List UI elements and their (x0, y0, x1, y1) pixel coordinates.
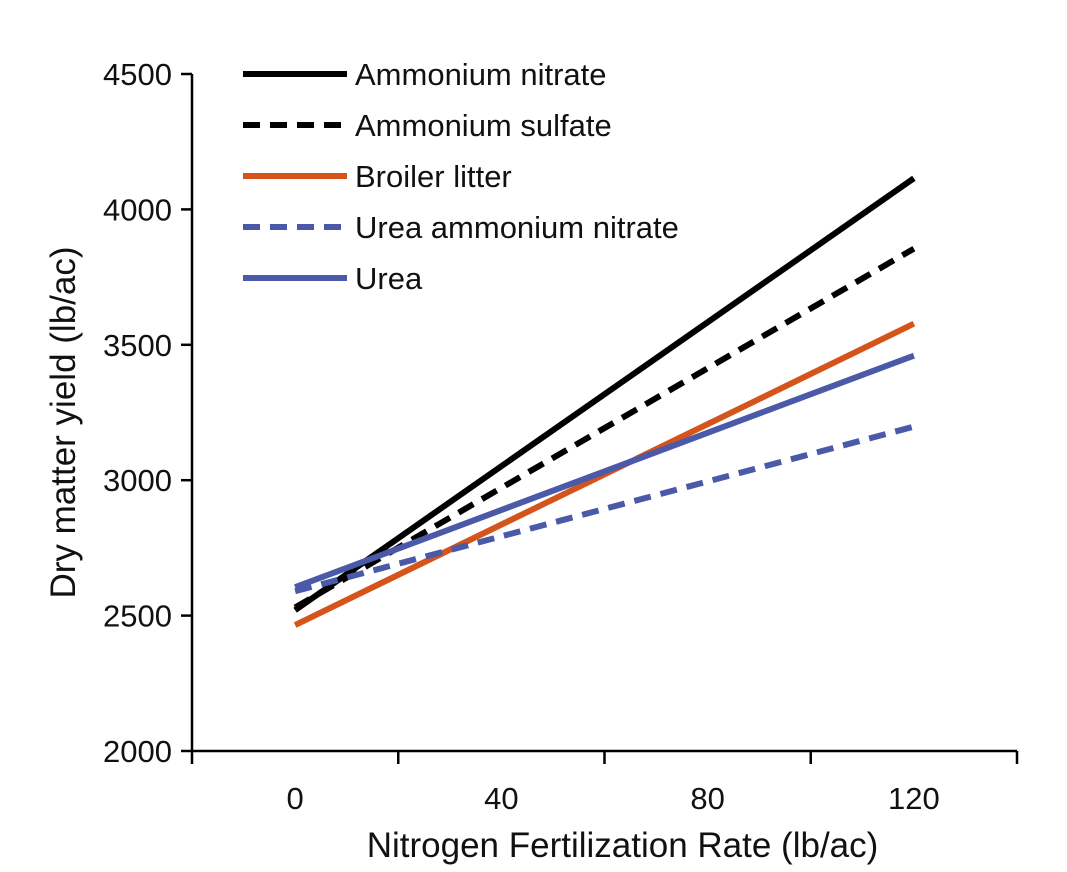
series-line-0 (293, 175, 916, 613)
legend-item: Broiler litter (243, 159, 512, 194)
y-axis-title: Dry matter yield (lb/ac) (44, 246, 83, 598)
x-ticks: 0 40 80 120 (190, 751, 1019, 816)
y-tick-label: 4000 (103, 192, 172, 227)
legend-label: Broiler litter (355, 159, 512, 194)
legend-item: Ammonium sulfate (243, 108, 612, 143)
y-tick-label: 4500 (103, 57, 172, 92)
legend-label: Urea ammonium nitrate (355, 210, 679, 245)
series-line-4 (294, 352, 915, 590)
axes: 2000 2500 3000 3500 4000 4500 0 40 80 120 (103, 57, 1019, 816)
legend-label: Ammonium sulfate (355, 108, 612, 143)
y-ticks: 2000 2500 3000 3500 4000 4500 (103, 57, 192, 769)
x-tick-label: 120 (888, 781, 940, 816)
legend-item: Urea (243, 261, 423, 296)
series-line-3 (294, 423, 915, 595)
y-tick-label: 3000 (103, 463, 172, 498)
legend: Ammonium nitrate Ammonium sulfate Broiler … (243, 57, 679, 296)
legend-item: Ammonium nitrate (243, 57, 607, 92)
x-tick-label: 40 (484, 781, 518, 816)
legend-label: Urea (355, 261, 423, 296)
y-tick-label: 3500 (103, 328, 172, 363)
x-axis-title: Nitrogen Fertilization Rate (lb/ac) (367, 826, 879, 865)
series-lines (293, 175, 916, 628)
legend-label: Ammonium nitrate (355, 57, 607, 92)
y-tick-label: 2000 (103, 734, 172, 769)
x-tick-label: 0 (287, 781, 304, 816)
x-tick-label: 80 (690, 781, 724, 816)
legend-item: Urea ammonium nitrate (243, 210, 679, 245)
y-tick-label: 2500 (103, 599, 172, 634)
